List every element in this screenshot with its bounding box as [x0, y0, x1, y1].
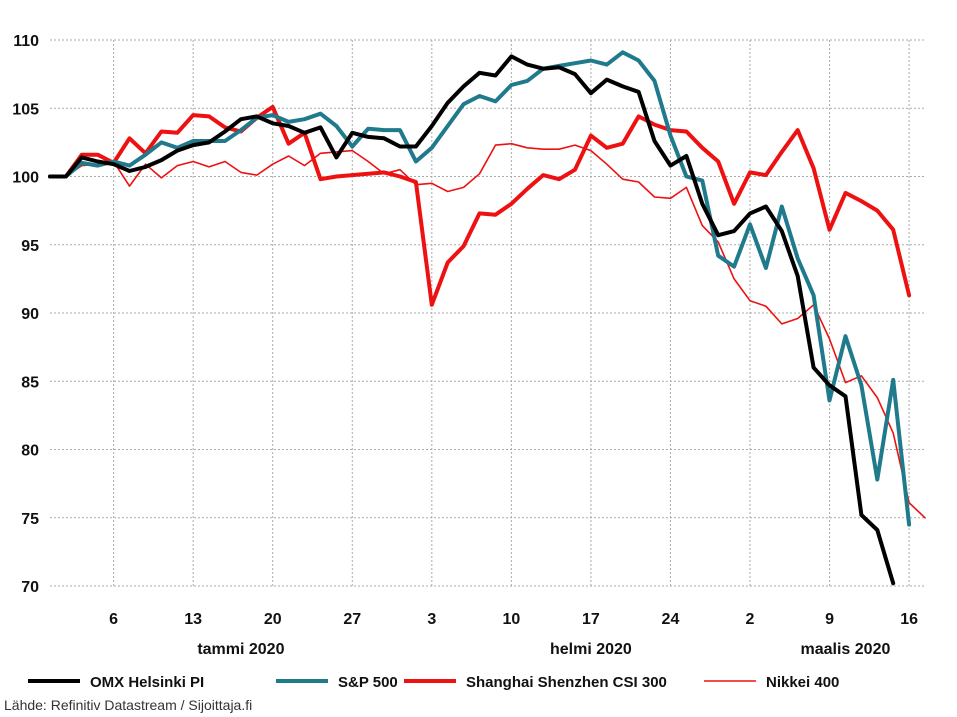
series-line: [48, 104, 912, 307]
axes: 70 75 80 85 90 95 100 105 110 6 13 20 27 3 10 17 24 2 9 16 t…: [12, 33, 918, 658]
y-tick-label: 95: [21, 238, 39, 255]
y-tick-label: 80: [21, 443, 39, 460]
x-tick-label: 20: [264, 611, 282, 628]
series-line: [48, 54, 896, 586]
series-line: [49, 142, 926, 519]
x-tick-label: 24: [662, 611, 680, 628]
month-label: maalis 2020: [801, 641, 891, 658]
y-tick-label: 110: [13, 33, 39, 50]
x-tick-label: 2: [746, 611, 755, 628]
series-line: [48, 50, 912, 527]
x-tick-label: 10: [502, 611, 520, 628]
source-note: Lähde: Refinitiv Datastream / Sijoittaja…: [4, 697, 253, 713]
y-tick-label: 90: [21, 306, 39, 323]
series-lines: [48, 50, 926, 586]
y-tick-label: 70: [21, 579, 39, 596]
month-label: tammi 2020: [197, 641, 284, 658]
month-label: helmi 2020: [550, 641, 632, 658]
legend-label: Shanghai Shenzhen CSI 300: [466, 674, 667, 691]
x-tick-label: 27: [343, 611, 361, 628]
legend-label: OMX Helsinki PI: [90, 674, 204, 691]
y-tick-label: 85: [21, 374, 39, 391]
x-tick-label: 16: [900, 611, 918, 628]
legend: OMX Helsinki PI S&P 500 Shanghai Shenzhen …: [28, 674, 839, 691]
y-tick-label: 75: [21, 511, 39, 528]
x-tick-label: 9: [825, 611, 834, 628]
x-tick-label: 13: [184, 611, 202, 628]
x-tick-label: 17: [582, 611, 600, 628]
y-tick-label: 100: [12, 170, 39, 187]
legend-label: S&P 500: [338, 674, 398, 691]
grid: [50, 39, 925, 587]
legend-label: Nikkei 400: [766, 674, 839, 691]
x-tick-label: 6: [109, 611, 118, 628]
x-tick-label: 3: [427, 611, 436, 628]
y-tick-label: 105: [12, 101, 39, 118]
